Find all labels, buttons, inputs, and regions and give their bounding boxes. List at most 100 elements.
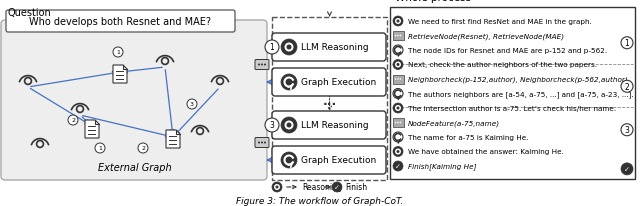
Text: External Graph: External Graph: [98, 162, 172, 172]
Circle shape: [400, 35, 401, 37]
FancyBboxPatch shape: [392, 32, 403, 41]
Circle shape: [393, 46, 403, 56]
Circle shape: [395, 35, 396, 37]
Text: The authors neighbors are [a-54, a-75, ...] and [a-75, a-23, ...].: The authors neighbors are [a-54, a-75, .…: [408, 91, 634, 97]
Text: 2: 2: [71, 118, 75, 123]
Text: Neighborcheck(p-152,author), Neighborcheck(p-562,author): Neighborcheck(p-152,author), Neighborche…: [408, 76, 628, 83]
FancyBboxPatch shape: [272, 111, 386, 139]
FancyBboxPatch shape: [390, 8, 635, 179]
Circle shape: [258, 142, 260, 144]
Text: 1: 1: [98, 146, 102, 151]
Circle shape: [395, 62, 401, 68]
FancyBboxPatch shape: [272, 69, 386, 97]
Circle shape: [621, 37, 633, 49]
Text: 1: 1: [269, 43, 275, 52]
Circle shape: [393, 147, 403, 157]
Text: Question: Question: [8, 8, 52, 18]
Text: 3: 3: [269, 121, 275, 130]
FancyBboxPatch shape: [6, 11, 235, 33]
Text: 1: 1: [116, 50, 120, 55]
Text: RetrieveNode(Resnet), RetrieveNode(MAE): RetrieveNode(Resnet), RetrieveNode(MAE): [408, 33, 564, 40]
Text: Whole process: Whole process: [395, 0, 471, 3]
FancyBboxPatch shape: [1, 21, 267, 180]
Circle shape: [621, 124, 633, 136]
FancyBboxPatch shape: [392, 118, 403, 127]
Text: 3: 3: [625, 126, 629, 135]
Text: 3: 3: [190, 102, 194, 107]
Circle shape: [261, 64, 263, 66]
Circle shape: [397, 35, 399, 37]
Circle shape: [397, 79, 399, 80]
Text: The intersection author is a-75. Let’s check his/her name.: The intersection author is a-75. Let’s c…: [408, 105, 616, 111]
Text: Next, check the author neighbors of the two papers.: Next, check the author neighbors of the …: [408, 62, 597, 68]
Text: We need to first find ResNet and MAE in the graph.: We need to first find ResNet and MAE in …: [408, 19, 592, 25]
FancyBboxPatch shape: [392, 75, 403, 84]
Text: ✓: ✓: [334, 184, 340, 190]
Text: ✓: ✓: [395, 163, 401, 169]
FancyBboxPatch shape: [255, 60, 269, 70]
Circle shape: [393, 17, 403, 27]
Circle shape: [113, 48, 123, 58]
Circle shape: [258, 64, 260, 66]
Circle shape: [397, 20, 399, 23]
Polygon shape: [85, 121, 99, 138]
Text: The name for a-75 is Kaiming He.: The name for a-75 is Kaiming He.: [408, 134, 529, 140]
Circle shape: [68, 115, 78, 125]
Circle shape: [332, 182, 342, 192]
Circle shape: [261, 142, 263, 144]
Text: LLM Reasoning: LLM Reasoning: [301, 121, 369, 130]
Text: Reasoning: Reasoning: [302, 183, 342, 192]
Circle shape: [281, 117, 297, 133]
Circle shape: [397, 150, 399, 153]
Circle shape: [393, 103, 403, 114]
Circle shape: [287, 45, 291, 50]
Text: ✓: ✓: [624, 166, 630, 172]
FancyBboxPatch shape: [272, 146, 386, 174]
Circle shape: [265, 41, 279, 55]
FancyBboxPatch shape: [255, 138, 269, 148]
Circle shape: [395, 149, 401, 155]
Polygon shape: [113, 66, 127, 84]
Circle shape: [395, 79, 396, 80]
Circle shape: [397, 64, 399, 67]
Circle shape: [393, 161, 403, 171]
Circle shape: [264, 142, 266, 144]
Circle shape: [393, 132, 403, 142]
Text: Finish: Finish: [345, 183, 367, 192]
Circle shape: [285, 121, 294, 130]
Text: 1: 1: [625, 39, 629, 48]
Text: Graph Execution: Graph Execution: [301, 156, 376, 165]
Circle shape: [393, 89, 403, 99]
Circle shape: [274, 184, 280, 190]
Polygon shape: [166, 130, 180, 148]
Circle shape: [393, 60, 403, 70]
Circle shape: [265, 118, 279, 132]
Text: 2: 2: [625, 82, 629, 91]
Text: LLM Reasoning: LLM Reasoning: [301, 43, 369, 52]
Text: Figure 3: The workflow of Graph-CoT.: Figure 3: The workflow of Graph-CoT.: [236, 197, 404, 206]
Circle shape: [621, 81, 633, 93]
Circle shape: [281, 40, 297, 56]
Circle shape: [272, 182, 282, 192]
Text: Who develops both Resnet and MAE?: Who develops both Resnet and MAE?: [29, 17, 211, 27]
Circle shape: [138, 143, 148, 153]
Circle shape: [621, 163, 633, 175]
Circle shape: [281, 152, 297, 168]
Circle shape: [275, 186, 278, 188]
FancyBboxPatch shape: [272, 34, 386, 62]
Circle shape: [395, 105, 401, 111]
Circle shape: [395, 19, 401, 25]
Text: 2: 2: [141, 146, 145, 151]
Text: Graph Execution: Graph Execution: [301, 78, 376, 87]
Circle shape: [264, 64, 266, 66]
Text: The node IDs for Resnet and MAE are p-152 and p-562.: The node IDs for Resnet and MAE are p-15…: [408, 48, 607, 54]
Circle shape: [395, 122, 396, 124]
Circle shape: [400, 122, 401, 124]
Circle shape: [397, 122, 399, 124]
Circle shape: [285, 43, 294, 52]
Circle shape: [287, 123, 291, 128]
Circle shape: [95, 143, 105, 153]
Circle shape: [187, 99, 197, 109]
Circle shape: [397, 107, 399, 110]
Circle shape: [281, 75, 297, 91]
